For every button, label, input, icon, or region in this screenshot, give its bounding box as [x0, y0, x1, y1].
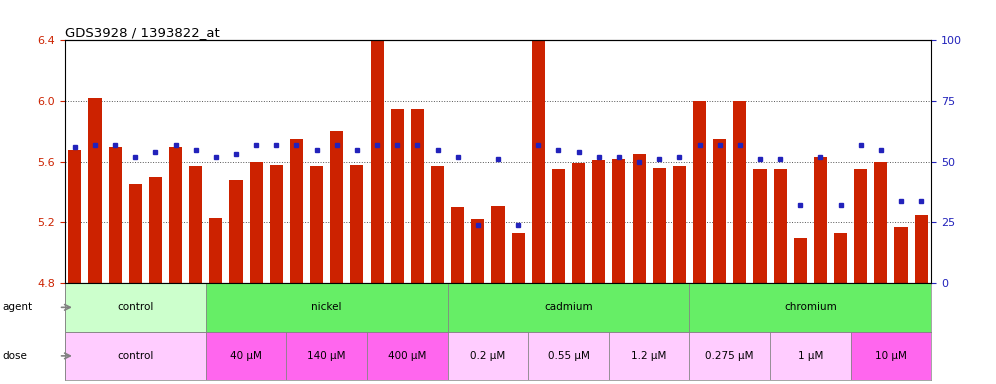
Bar: [794, 238, 807, 283]
Text: nickel: nickel: [312, 302, 342, 312]
Text: chromium: chromium: [784, 302, 837, 312]
Bar: [287, 332, 367, 380]
Text: 0.55 μM: 0.55 μM: [548, 351, 590, 361]
Bar: [290, 139, 303, 283]
Text: 40 μM: 40 μM: [230, 351, 262, 361]
Bar: [851, 332, 931, 380]
Bar: [774, 169, 787, 283]
Bar: [689, 332, 770, 380]
Bar: [471, 219, 484, 283]
Text: 0.2 μM: 0.2 μM: [470, 351, 506, 361]
Bar: [229, 180, 243, 283]
Bar: [189, 166, 202, 283]
Bar: [552, 169, 565, 283]
Bar: [894, 227, 907, 283]
Bar: [613, 159, 625, 283]
Bar: [128, 184, 141, 283]
Bar: [713, 139, 726, 283]
Text: agent: agent: [2, 302, 32, 312]
Bar: [855, 169, 868, 283]
Text: 140 μM: 140 μM: [308, 351, 346, 361]
Bar: [109, 147, 122, 283]
Bar: [148, 177, 162, 283]
Bar: [310, 166, 323, 283]
Text: dose: dose: [2, 351, 27, 361]
Bar: [209, 218, 222, 283]
Bar: [512, 233, 525, 283]
Bar: [652, 168, 665, 283]
Bar: [528, 332, 609, 380]
Text: GDS3928 / 1393822_at: GDS3928 / 1393822_at: [65, 26, 219, 39]
Bar: [69, 149, 82, 283]
Bar: [451, 207, 464, 283]
Bar: [367, 332, 447, 380]
Bar: [447, 283, 689, 332]
Text: control: control: [118, 351, 153, 361]
Text: 0.275 μM: 0.275 μM: [705, 351, 754, 361]
Bar: [371, 40, 383, 283]
Bar: [331, 131, 344, 283]
Bar: [206, 332, 287, 380]
Bar: [572, 163, 586, 283]
Text: 400 μM: 400 μM: [388, 351, 426, 361]
Bar: [250, 162, 263, 283]
Bar: [632, 154, 645, 283]
Bar: [834, 233, 848, 283]
Bar: [609, 332, 689, 380]
Bar: [770, 332, 851, 380]
Bar: [914, 215, 927, 283]
Bar: [689, 283, 931, 332]
Bar: [874, 162, 887, 283]
Bar: [89, 98, 102, 283]
Bar: [206, 283, 447, 332]
Bar: [390, 109, 403, 283]
Text: control: control: [118, 302, 153, 312]
Bar: [65, 332, 206, 380]
Bar: [351, 165, 364, 283]
Bar: [431, 166, 444, 283]
Bar: [491, 206, 505, 283]
Bar: [65, 283, 206, 332]
Bar: [410, 109, 424, 283]
Bar: [733, 101, 746, 283]
Bar: [693, 101, 706, 283]
Bar: [447, 332, 528, 380]
Bar: [753, 169, 767, 283]
Text: 1.2 μM: 1.2 μM: [631, 351, 667, 361]
Text: cadmium: cadmium: [544, 302, 593, 312]
Text: 1 μM: 1 μM: [798, 351, 823, 361]
Bar: [532, 40, 545, 283]
Bar: [814, 157, 827, 283]
Bar: [593, 160, 606, 283]
Bar: [169, 147, 182, 283]
Bar: [270, 165, 283, 283]
Text: 10 μM: 10 μM: [875, 351, 907, 361]
Bar: [673, 166, 686, 283]
